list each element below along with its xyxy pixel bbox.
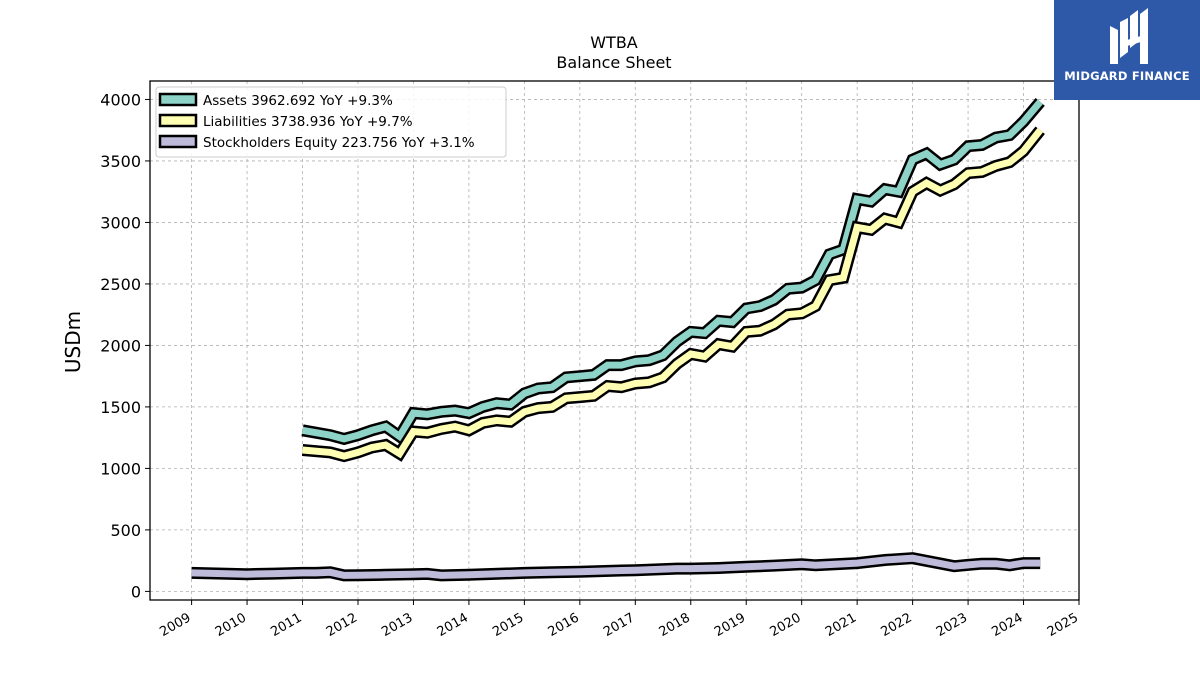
brand-logo: MIDGARD FINANCE [1054,0,1200,100]
x-tick-label: 2017 [601,610,637,640]
midgard-logo-icon [1110,8,1148,64]
legend-swatch-assets [158,92,198,107]
y-tick-label: 3500 [100,152,141,171]
x-axis-ticks: 2009 2010 2011 2012 2013 2014 2015 2016 2017 2018… [157,600,1081,640]
y-tick-label: 0 [131,582,141,601]
x-tick-label: 2025 [1045,610,1081,640]
legend-label-assets: Assets 3962.692 YoY +9.3% [203,93,393,109]
legend: Assets 3962.692 YoY +9.3% Liabilities 373… [155,86,507,158]
x-tick-label: 2012 [324,610,360,640]
y-tick-label: 1000 [100,459,141,478]
x-tick-label: 2011 [268,610,304,640]
x-tick-label: 2021 [823,610,859,640]
x-tick-label: 2009 [157,610,193,640]
legend-label-liabilities: Liabilities 3738.936 YoY +9.7% [203,114,413,130]
y-tick-label: 2500 [100,275,141,294]
x-tick-label: 2018 [657,610,693,640]
series-stockholders-line [191,554,1041,579]
y-tick-label: 2000 [100,336,141,355]
chart-title: WTBA [590,33,638,52]
x-tick-label: 2013 [379,610,415,640]
y-tick-label: 4000 [100,90,141,109]
series-layer [191,98,1045,582]
legend-label-stockholders: Stockholders Equity 223.756 YoY +3.1% [203,135,475,151]
x-tick-label: 2020 [768,610,804,640]
x-tick-label: 2022 [878,610,914,640]
x-tick-label: 2015 [490,610,526,640]
plot-frame [149,80,1080,601]
x-tick-label: 2019 [712,610,748,640]
y-axis-label: USDm [61,311,85,373]
brand-name: MIDGARD FINANCE [1064,69,1190,83]
y-tick-label: 500 [110,521,141,540]
x-tick-label: 2016 [546,610,582,640]
x-tick-label: 2023 [934,610,970,640]
legend-swatch-liabilities [158,113,198,128]
chart-subtitle: Balance Sheet [556,53,671,72]
y-axis-ticks: 0 500 1000 1500 2000 2500 3000 3500 4000 [100,90,150,601]
y-tick-label: 1500 [100,398,141,417]
series-liabilities-line [302,128,1043,460]
y-tick-label: 3000 [100,213,141,232]
legend-swatch-stockholders [158,134,198,149]
legend-box [155,86,507,158]
series-assets-line [301,99,1043,443]
x-tick-label: 2010 [213,610,249,640]
x-tick-label: 2024 [989,610,1025,640]
x-tick-label: 2014 [435,610,471,640]
